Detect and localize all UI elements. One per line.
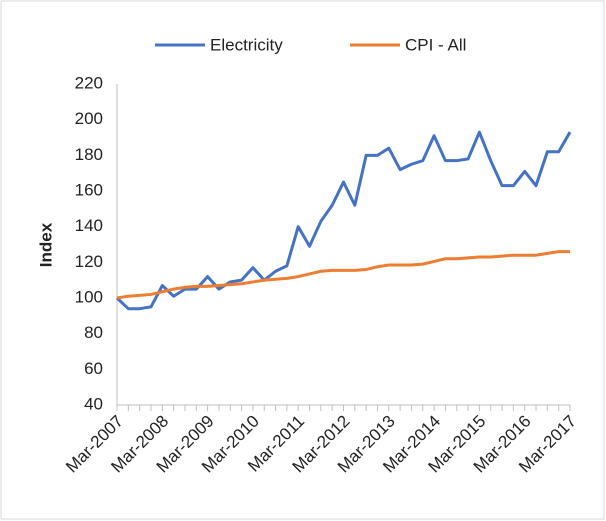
y-tick-label: 100 bbox=[75, 287, 103, 306]
y-axis-label: Index bbox=[36, 222, 55, 267]
y-tick-label: 80 bbox=[84, 323, 103, 342]
y-tick-label: 140 bbox=[75, 216, 103, 235]
legend-label: Electricity bbox=[210, 35, 283, 54]
series-line bbox=[115, 130, 572, 311]
y-tick-label: 220 bbox=[75, 73, 103, 92]
y-tick-label: 180 bbox=[75, 145, 103, 164]
y-tick-label: 60 bbox=[84, 359, 103, 378]
y-tick-label: 40 bbox=[84, 394, 103, 413]
y-tick-label: 160 bbox=[75, 180, 103, 199]
series-line bbox=[116, 250, 570, 300]
y-tick-label: 200 bbox=[75, 109, 103, 128]
legend-label: CPI - All bbox=[405, 35, 466, 54]
y-tick-label: 120 bbox=[75, 252, 103, 271]
